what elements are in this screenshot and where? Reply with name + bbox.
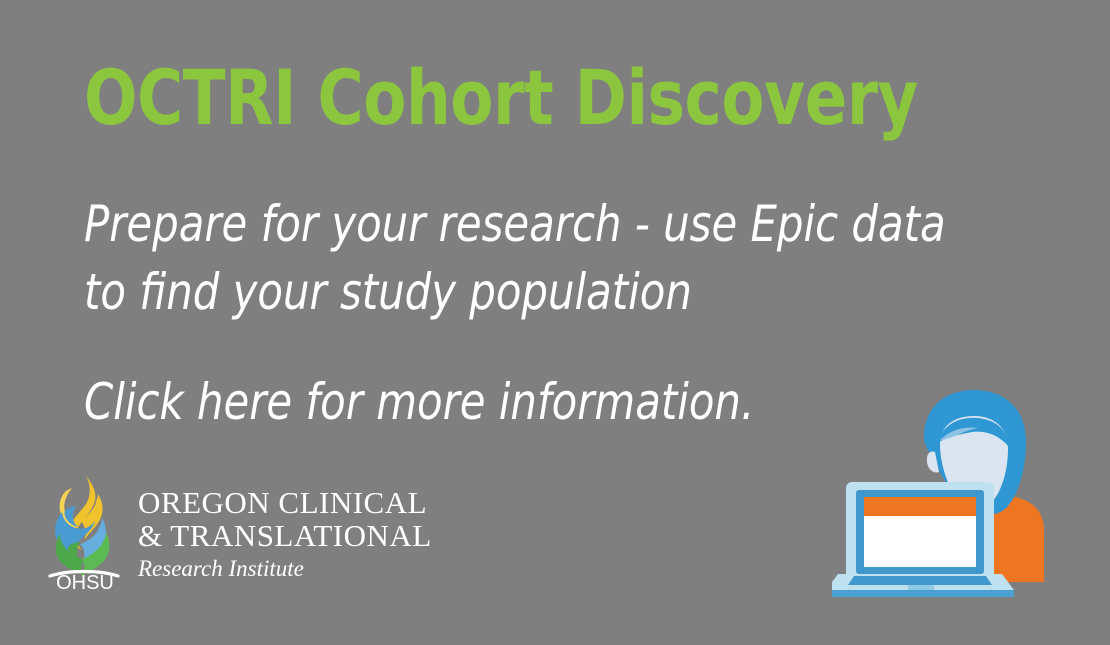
screen-titlebar (864, 497, 976, 516)
ohsu-flame-icon: OHSU (48, 476, 120, 590)
octri-logo-lockup: OHSU OREGON CLINICAL & TRANSLATIONAL Res… (46, 472, 432, 590)
wordmark-line-1: OREGON CLINICAL (138, 485, 428, 520)
octri-wordmark: OREGON CLINICAL & TRANSLATIONAL Research… (138, 486, 432, 584)
laptop-keyboard (848, 576, 992, 585)
wordmark-subline: Research Institute (138, 556, 304, 581)
page-title: OCTRI Cohort Discovery (84, 53, 918, 142)
call-to-action-link[interactable]: Click here for more information. (84, 373, 755, 431)
subtitle-line-2: to find your study population (84, 263, 692, 321)
person-with-laptop-icon (832, 390, 1044, 597)
subtitle-block: Prepare for your research - use Epic dat… (84, 190, 977, 326)
ohsu-abbrev-text: OHSU (56, 572, 114, 590)
laptop-front-edge (832, 590, 1014, 597)
wordmark-line-2: & TRANSLATIONAL (138, 518, 432, 553)
subtitle-line-1: Prepare for your research - use Epic dat… (84, 195, 946, 253)
